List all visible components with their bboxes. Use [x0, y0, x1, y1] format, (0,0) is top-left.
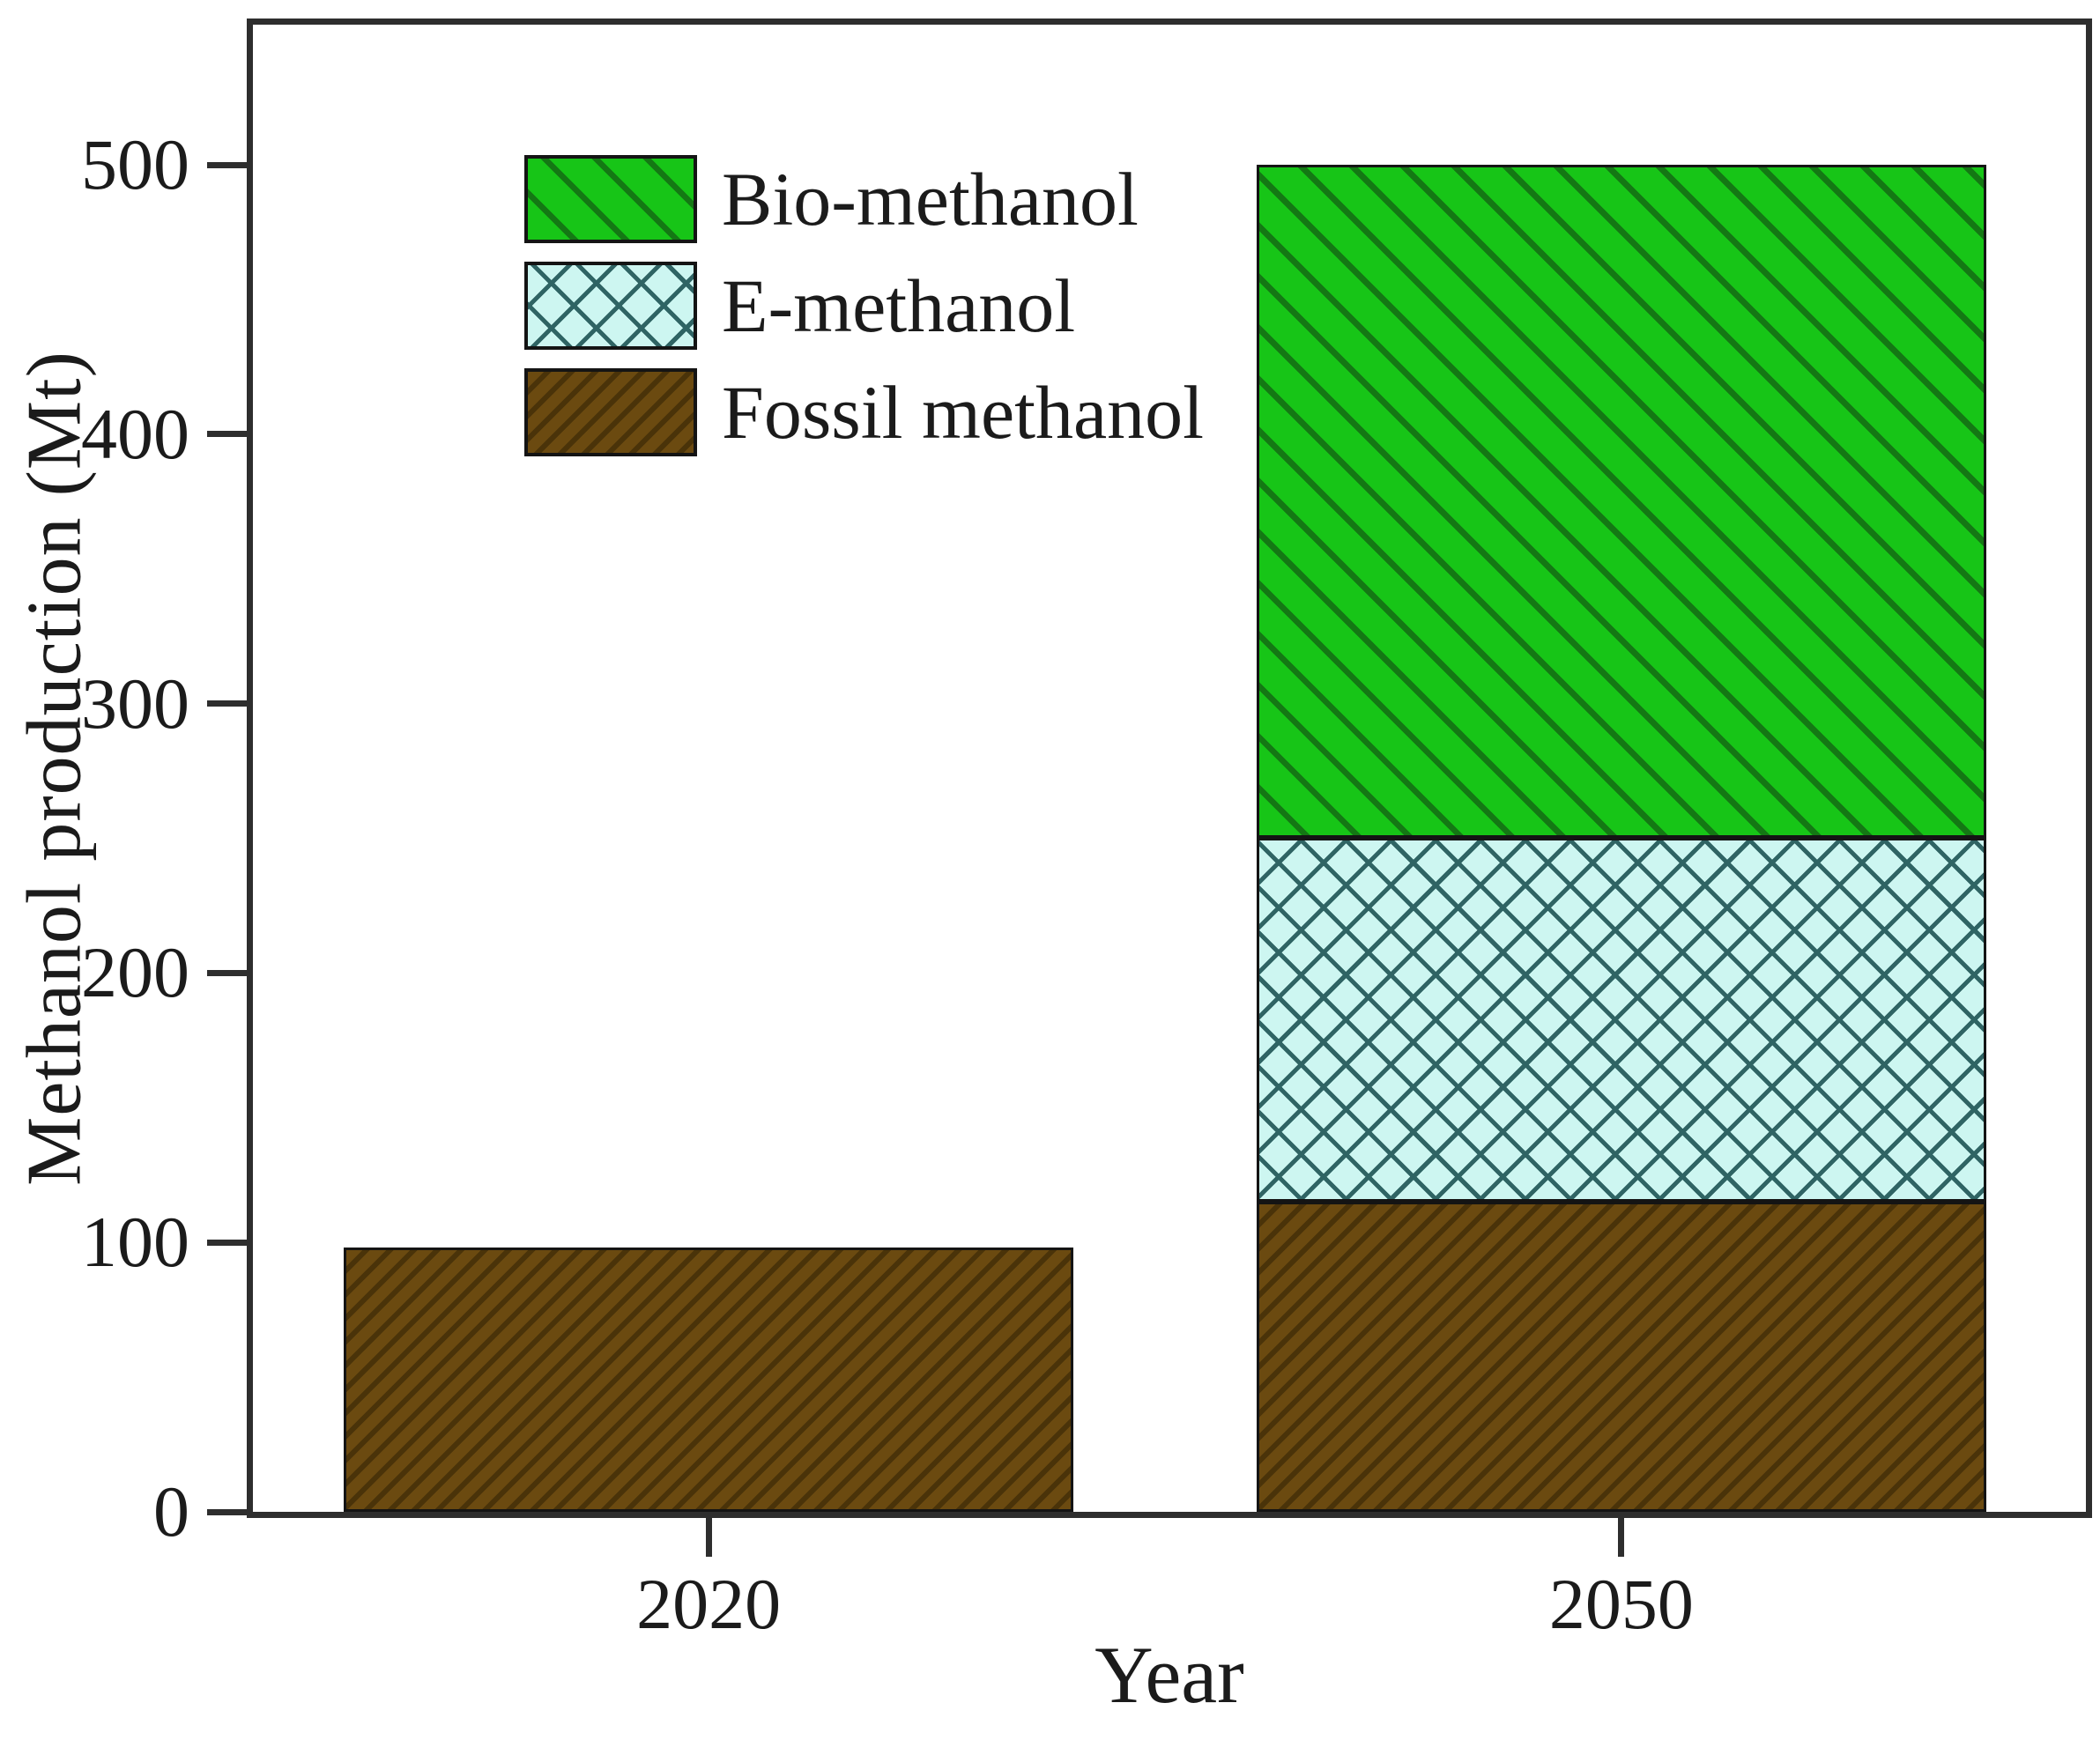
y-tick-label-500: 500 — [81, 124, 189, 204]
x-tick-label-2020: 2020 — [636, 1564, 782, 1644]
y-tick-mark-400 — [207, 431, 248, 438]
y-tick-mark-200 — [207, 969, 248, 976]
legend-item-fossil-methanol: Fossil methanol — [524, 368, 1204, 456]
y-tick-mark-100 — [207, 1239, 248, 1246]
legend-swatch-fossil-methanol — [524, 368, 697, 456]
bar-segment-fossil-methanol-2020 — [344, 1248, 1074, 1512]
bar-segment-fossil-methanol-2050 — [1256, 1202, 1986, 1512]
x-tick-mark-2020 — [705, 1518, 712, 1557]
y-tick-mark-300 — [207, 700, 248, 707]
y-tick-label-200: 200 — [81, 932, 189, 1013]
x-axis-title: Year — [1095, 1630, 1244, 1720]
legend-item-e-methanol: E-methanol — [524, 262, 1204, 350]
y-tick-mark-0 — [207, 1508, 248, 1515]
bar-segment-bio-methanol-2050 — [1256, 165, 1986, 838]
legend-item-bio-methanol: Bio-methanol — [524, 155, 1204, 243]
plot-area: 0 100 200 300 400 500 2020 2050 Bio-methanol E-… — [81, 19, 2092, 1644]
y-tick-label-400: 400 — [81, 393, 189, 474]
x-tick-mark-2050 — [1618, 1518, 1625, 1557]
bar-segment-e-methanol-2050 — [1256, 838, 1986, 1202]
x-tick-label-2050: 2050 — [1548, 1564, 1694, 1644]
y-tick-label-100: 100 — [81, 1202, 189, 1283]
legend: Bio-methanol E-methanol Fossil methanol — [524, 155, 1204, 475]
y-tick-label-0: 0 — [153, 1471, 189, 1551]
legend-label-fossil-methanol: Fossil methanol — [722, 370, 1205, 455]
legend-label-bio-methanol: Bio-methanol — [722, 157, 1139, 241]
legend-swatch-e-methanol — [524, 262, 697, 350]
y-tick-label-300: 300 — [81, 663, 189, 744]
legend-label-e-methanol: E-methanol — [722, 263, 1076, 348]
y-tick-mark-500 — [207, 161, 248, 168]
legend-swatch-bio-methanol — [524, 155, 697, 243]
